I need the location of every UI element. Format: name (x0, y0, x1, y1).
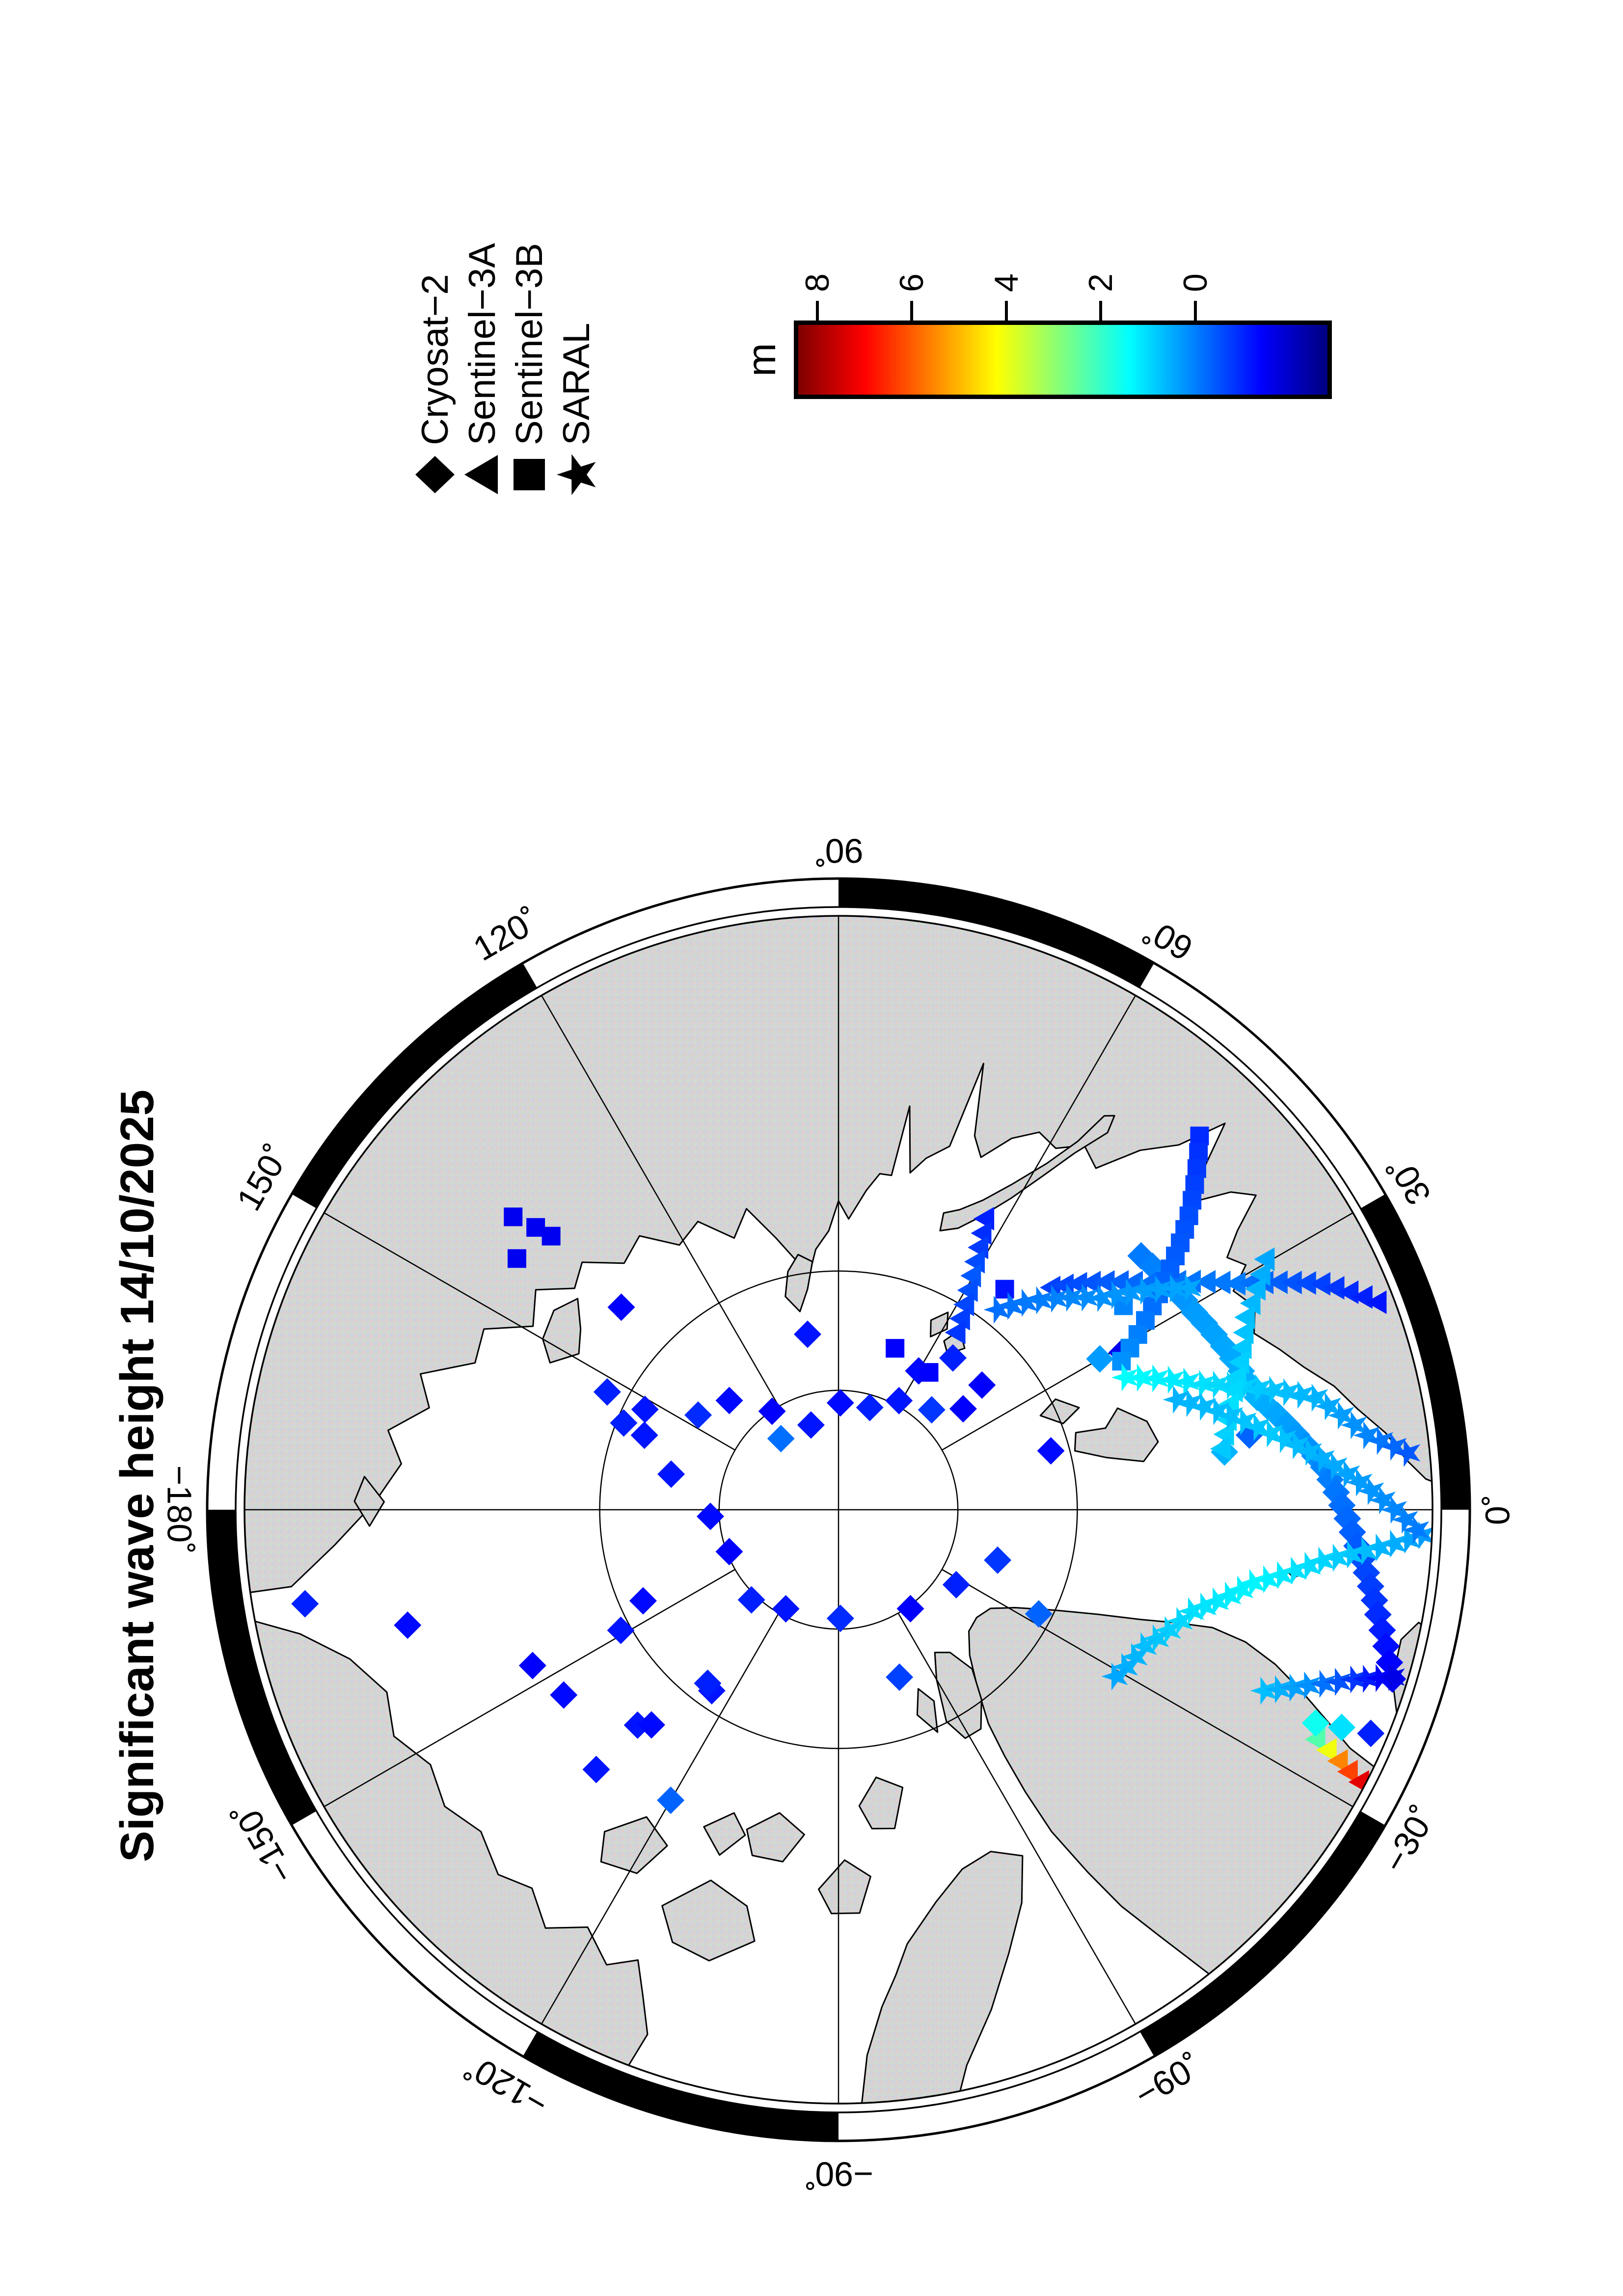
land-eurasia (244, 916, 1433, 1596)
land-new-siberian-islands (542, 1298, 582, 1364)
legend-label: SARAL (555, 322, 597, 445)
diamond-icon (412, 452, 458, 497)
land-ellesmere (934, 1652, 982, 1739)
legend-label: Sentinel−3B (508, 243, 550, 445)
frame-black-sector (1140, 1811, 1385, 2056)
meridian-label: −90˚ (804, 2155, 873, 2193)
land-greenland (968, 1607, 1389, 1986)
star-icon (554, 452, 599, 497)
colorbar-tick (1099, 301, 1102, 320)
land-banks (600, 1816, 668, 1874)
legend-row-sentinel3b: Sentinel−3B (506, 243, 553, 497)
land-melville (746, 1812, 805, 1863)
colorbar-tick-label: 6 (893, 273, 930, 292)
land-axel-heiberg (916, 1688, 939, 1733)
colorbar-tick-label: 0 (1177, 273, 1214, 292)
frame-black-sector (207, 1510, 317, 1825)
land-novaya-zemlya (939, 1115, 1115, 1231)
colorbar-tick-label: 4 (988, 273, 1025, 292)
meridian-label: 0˚ (1478, 1495, 1516, 1525)
meridian-label: −180˚ (161, 1466, 199, 1554)
land-victoria (661, 1879, 756, 1962)
colorbar-tick (816, 301, 819, 320)
legend-label: Cryosat−2 (414, 274, 456, 446)
colorbar-tick-label: 2 (1082, 273, 1119, 292)
frame-black-sector (1360, 1194, 1470, 1510)
swh-data-points (291, 1126, 1433, 1815)
meridian-label: −30˚ (1375, 1799, 1443, 1879)
legend-row-saral: SARAL (553, 243, 600, 497)
meridian-label: 90˚ (813, 832, 863, 870)
landmasses (244, 916, 1433, 2104)
series-sentinel-3b (504, 1207, 1133, 1382)
series-saral-barents-track (983, 1274, 1202, 1324)
series-saral-greenwich-crossing-track (1163, 1386, 1430, 1544)
land-somerset-boothia (818, 1859, 871, 1915)
land-svalbard-spitsbergen (1074, 1407, 1159, 1463)
series-sentinel-3a-svalbard-track (1210, 1247, 1275, 1461)
land-baffin (859, 1850, 1024, 2104)
colorbar-gradient (794, 320, 1332, 399)
satellite-legend: Cryosat−2 Sentinel−3A Sentinel−3B SARAL (411, 243, 600, 497)
frame-black-sector (523, 2031, 839, 2141)
triangle-icon (460, 452, 505, 497)
colorbar-tick-label: 8 (799, 273, 836, 292)
frame-black-sector (839, 879, 1154, 988)
land-prince-patrick (703, 1812, 746, 1856)
land-franz-josef-2 (930, 1311, 949, 1337)
legend-row-cryosat2: Cryosat−2 (411, 243, 459, 497)
map-frame (206, 877, 1471, 2142)
meridian-label: −60˚ (1128, 2046, 1208, 2114)
series-sentinel-3a-novaya-zemlya-track (945, 1207, 995, 1344)
colorbar: m 8 6 4 2 0 (739, 273, 1332, 399)
legend-label: Sentinel−3A (461, 243, 503, 445)
land-severnaya-zemlya (784, 1254, 813, 1312)
series-saral-scoresby-track (1250, 1663, 1405, 1705)
colorbar-tick (1194, 301, 1197, 320)
land-devon (858, 1776, 904, 1830)
land-wrangel (353, 1476, 385, 1527)
colorbar-unit-label: m (739, 343, 784, 377)
colorbar-tick (1005, 301, 1008, 320)
land-svalbard-nordaustlandet (1039, 1398, 1080, 1424)
square-icon (507, 452, 552, 497)
legend-row-sentinel3a: Sentinel−3A (459, 243, 506, 497)
series-sentinel-3a-storm-track (1304, 1727, 1369, 1794)
colorbar-tick (910, 301, 913, 320)
frame-black-sector (292, 963, 537, 1208)
